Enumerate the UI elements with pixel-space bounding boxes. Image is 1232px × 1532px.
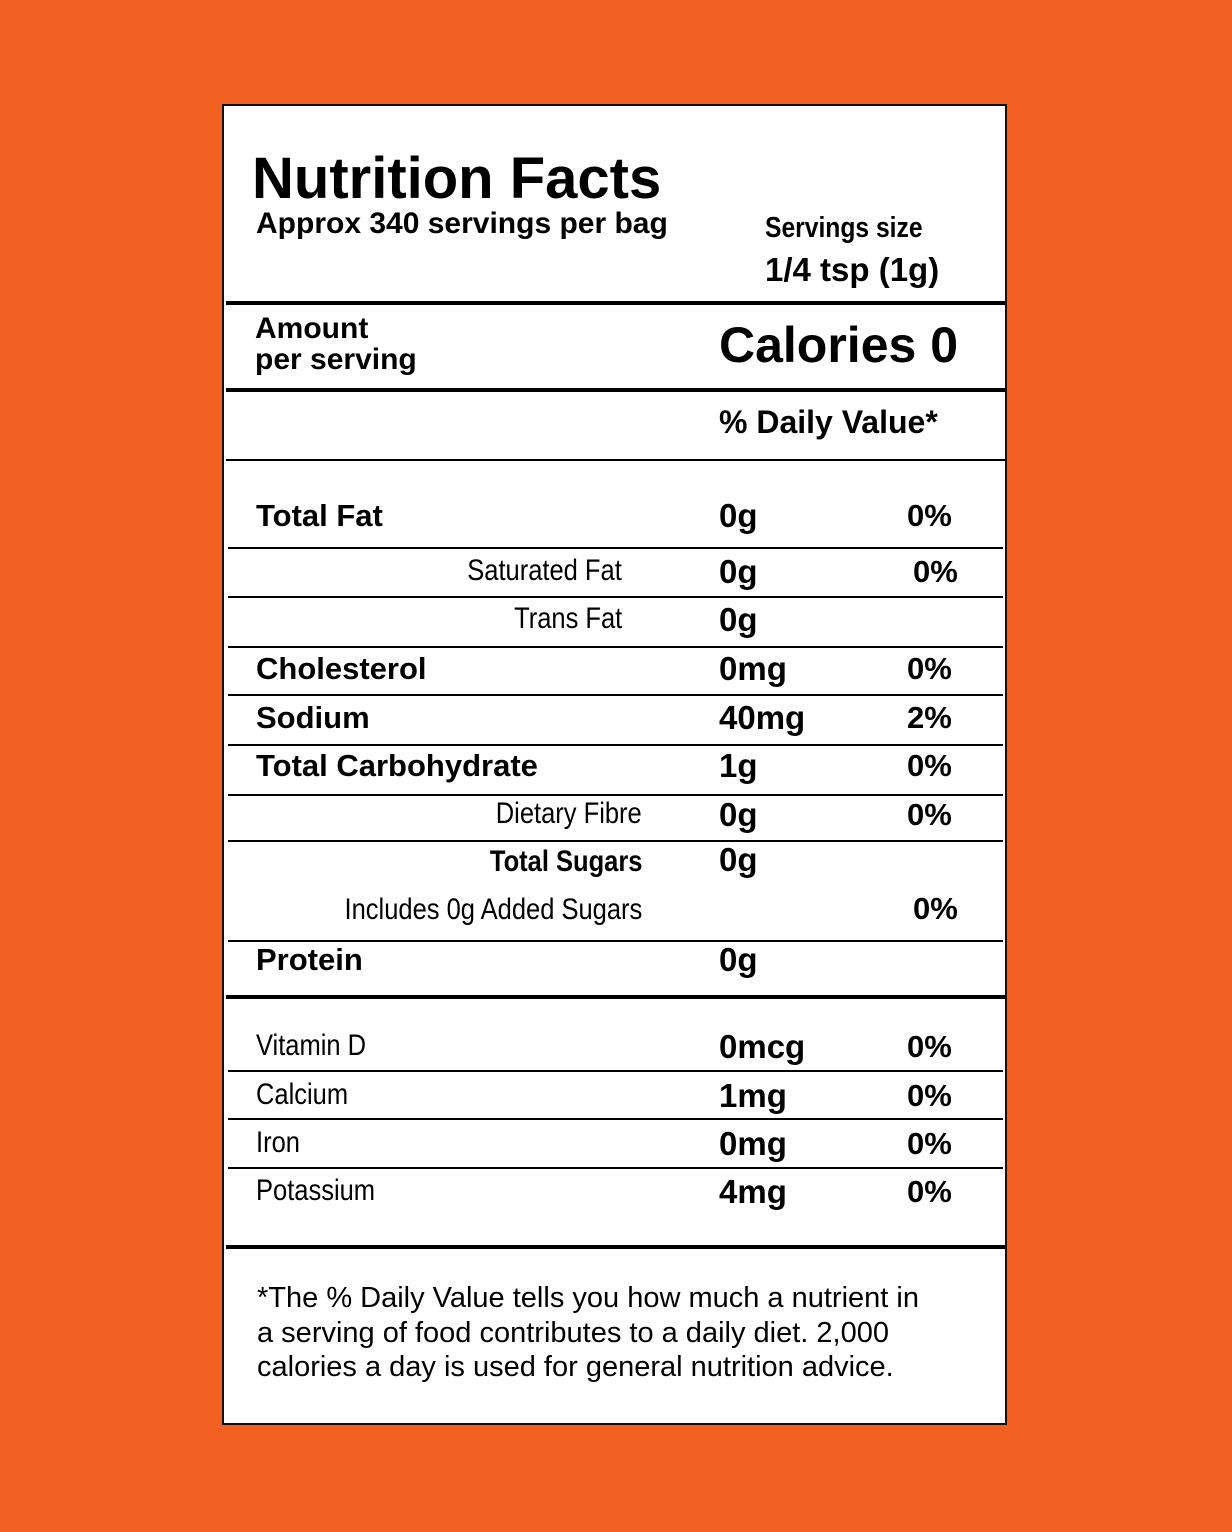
nutrient-amount: 0mg xyxy=(719,650,787,687)
serving-size-value: 1/4 tsp (1g) xyxy=(765,251,940,288)
nutrient-daily-value: 0% xyxy=(907,498,952,533)
nutrient-label: Total Carbohydrate xyxy=(256,747,538,783)
divider xyxy=(228,694,1003,696)
nutrient-row-label-wrap: Sodium xyxy=(256,702,370,733)
nutrient-daily-value: 0% xyxy=(913,554,958,589)
divider xyxy=(228,646,1003,648)
per-serving-label: per serving xyxy=(255,343,417,376)
nutrient-label: Sodium xyxy=(256,699,370,735)
serving-size-label: Servings size xyxy=(765,212,923,244)
nutrient-row-label-wrap: Calcium xyxy=(256,1080,364,1110)
nutrient-daily-value: 0% xyxy=(913,891,958,926)
calories-value: Calories 0 xyxy=(719,317,959,373)
nutrient-daily-value: 0% xyxy=(907,651,952,686)
nutrient-row-label-wrap: Protein xyxy=(256,944,363,975)
nutrient-label: Total Sugars xyxy=(489,845,642,878)
nutrient-label: Trans Fat xyxy=(513,602,622,635)
nutrient-amount: 0g xyxy=(719,497,758,534)
nutrient-amount: 0mcg xyxy=(719,1028,806,1065)
nutrient-row-label-wrap: Saturated Fat xyxy=(440,556,622,586)
nutrient-amount: 0g xyxy=(719,796,758,833)
nutrient-row-label-wrap: Includes 0g Added Sugars xyxy=(292,895,642,925)
footnote-line-2: a serving of food contributes to a daily… xyxy=(257,1317,889,1349)
nutrient-row-label-wrap: Vitamin D xyxy=(256,1031,386,1061)
nutrient-label: Iron xyxy=(256,1126,300,1159)
nutrient-row-label-wrap: Total Fat xyxy=(256,500,383,531)
nutrient-row-label-wrap: Total Sugars xyxy=(463,847,642,877)
divider xyxy=(228,547,1003,549)
divider xyxy=(228,596,1003,598)
footnote-line-3: calories a day is used for general nutri… xyxy=(257,1351,894,1383)
nutrient-label: Total Fat xyxy=(256,497,383,533)
divider xyxy=(228,1118,1003,1120)
nutrient-daily-value: 0% xyxy=(907,797,952,832)
footnote-line-1: *The % Daily Value tells you how much a … xyxy=(257,1282,919,1314)
nutrient-amount: 0g xyxy=(719,941,758,978)
divider xyxy=(228,1167,1003,1169)
nutrient-label: Vitamin D xyxy=(256,1029,367,1062)
nutrient-label: Includes 0g Added Sugars xyxy=(344,893,642,926)
nutrient-row-label-wrap: Potassium xyxy=(256,1176,396,1206)
divider xyxy=(228,940,1003,942)
nutrition-facts-label xyxy=(222,104,1007,1425)
divider xyxy=(228,794,1003,796)
nutrient-label: Saturated Fat xyxy=(467,554,622,587)
nutrient-row-label-wrap: Cholesterol xyxy=(256,653,427,684)
nutrient-row-label-wrap: Total Carbohydrate xyxy=(256,750,538,781)
nutrient-daily-value: 0% xyxy=(907,1174,952,1209)
divider-thick xyxy=(226,301,1005,305)
nutrient-amount: 1g xyxy=(719,747,758,784)
nutrient-label: Potassium xyxy=(256,1174,376,1207)
nutrient-amount: 0mg xyxy=(719,1125,787,1162)
nutrient-daily-value: 0% xyxy=(907,1029,952,1064)
servings-per-container: Approx 340 servings per bag xyxy=(256,207,668,240)
nutrient-row-label-wrap: Dietary Fibre xyxy=(470,799,642,829)
nutrient-label: Cholesterol xyxy=(256,650,427,686)
amount-label: Amount xyxy=(255,312,369,345)
nutrient-amount: 4mg xyxy=(719,1173,787,1210)
divider-thick xyxy=(226,1245,1005,1249)
divider-thick xyxy=(226,995,1005,999)
nutrient-amount: 40mg xyxy=(719,699,806,736)
label-title: Nutrition Facts xyxy=(252,146,662,211)
nutrient-label: Protein xyxy=(256,941,363,977)
nutrient-label: Dietary Fibre xyxy=(496,797,642,830)
nutrient-amount: 0g xyxy=(719,601,758,638)
nutrient-amount: 0g xyxy=(719,553,758,590)
nutrient-daily-value: 0% xyxy=(907,748,952,783)
divider xyxy=(228,840,1003,842)
nutrient-row-label-wrap: Trans Fat xyxy=(495,604,622,634)
divider xyxy=(226,459,1005,461)
divider xyxy=(228,744,1003,746)
nutrient-amount: 1mg xyxy=(719,1077,787,1114)
divider-thick xyxy=(226,388,1005,392)
daily-value-header: % Daily Value* xyxy=(719,404,938,440)
nutrient-row-label-wrap: Iron xyxy=(256,1128,308,1158)
nutrient-daily-value: 0% xyxy=(907,1126,952,1161)
nutrient-label: Calcium xyxy=(256,1078,349,1111)
nutrient-daily-value: 0% xyxy=(907,1078,952,1113)
divider xyxy=(228,1070,1003,1072)
nutrient-amount: 0g xyxy=(719,841,758,878)
nutrient-daily-value: 2% xyxy=(907,700,952,735)
